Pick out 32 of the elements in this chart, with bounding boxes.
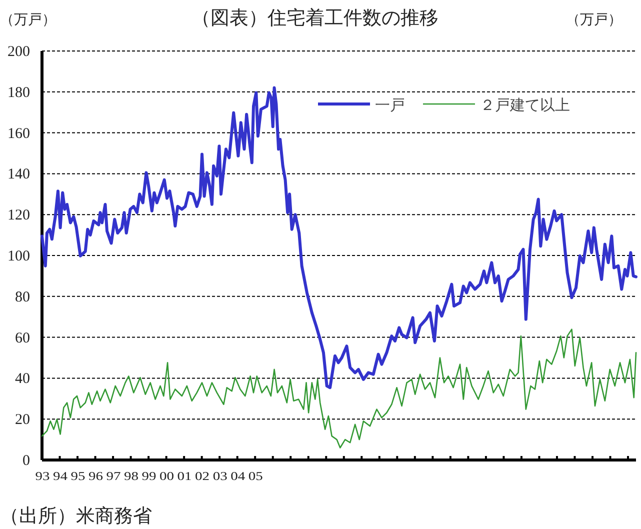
y-axis-title: （万戸）: [0, 13, 56, 28]
y-tick-label: 40: [15, 371, 30, 388]
y-tick-label: 160: [8, 126, 30, 142]
text: （万戸）: [566, 13, 622, 28]
legend-label: 一戸: [375, 98, 405, 114]
x-tick-label: 01: [177, 469, 192, 483]
x-tick-label: 96: [88, 469, 104, 483]
chart-title: （図表）住宅着工件数の推移: [192, 7, 438, 29]
x-tick-label: 03: [212, 469, 228, 483]
x-tick-label: 00: [160, 469, 174, 483]
line-series: [41, 328, 637, 448]
x-tick-label: 99: [142, 469, 156, 483]
x-tick-label: 97: [106, 469, 121, 483]
x-tick-label: 93: [35, 469, 50, 483]
y-tick-label: 20: [15, 412, 30, 428]
y-tick-label: 120: [8, 208, 30, 224]
y-tick-label: 200: [8, 44, 30, 60]
y-tick-label: 140: [8, 166, 30, 183]
y-tick-label: 0: [22, 453, 30, 469]
y-tick-label: 80: [15, 289, 30, 306]
line-series: [40, 86, 638, 390]
x-tick-label: 94: [53, 469, 68, 483]
x-tick-label: 05: [248, 469, 263, 483]
x-tick-label: 02: [195, 469, 210, 483]
y-tick-label: 100: [8, 248, 30, 264]
y-tick-label: 60: [15, 330, 30, 346]
x-tick-label: 04: [230, 469, 246, 483]
text: （出所）米商務省: [0, 505, 152, 527]
y-tick-label: 180: [8, 84, 30, 101]
legend-label: ２戸建て以上: [480, 97, 570, 114]
x-tick-label: 95: [70, 469, 86, 483]
x-tick-label: 98: [124, 469, 139, 483]
